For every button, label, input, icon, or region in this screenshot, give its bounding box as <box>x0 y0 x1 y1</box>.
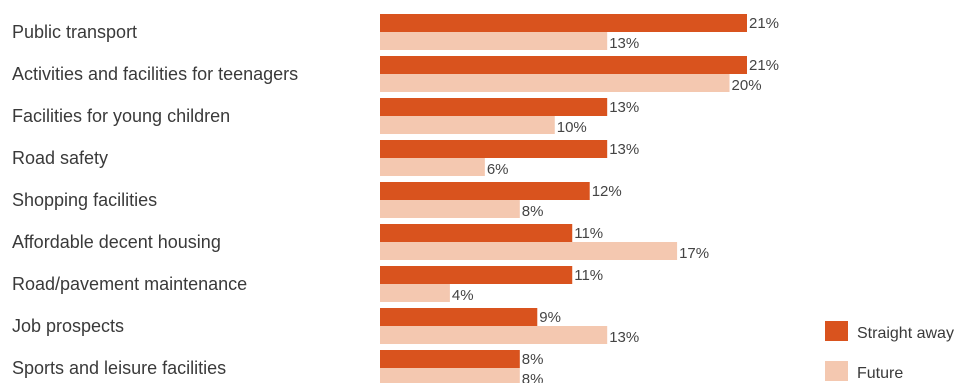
value-label-straight-away-facilities-for-young-children: 13% <box>609 99 639 116</box>
value-label-future-public-transport: 13% <box>609 35 639 52</box>
value-labels: 21% 13% 21% 20% 13% 10% 13% 6% 12% 8% 11% 17% 11% 4% 9… <box>452 15 779 383</box>
legend-swatch-future <box>825 361 848 381</box>
value-label-future-road-safety: 6% <box>487 161 509 178</box>
value-label-future-shopping-facilities: 8% <box>522 203 544 220</box>
bar-future-facilities-for-young-children <box>380 116 555 134</box>
bar-future-road-pavement-maintenance <box>380 284 450 302</box>
bar-future-activities-and-facilities-for-teenagers <box>380 74 730 92</box>
bar-straight-away-public-transport <box>380 14 747 32</box>
category-labels: Public transport Activities and facilitie… <box>12 22 298 378</box>
bar-straight-away-road-safety <box>380 140 608 158</box>
bar-future-shopping-facilities <box>380 200 520 218</box>
value-label-future-activities-and-facilities-for-teenagers: 20% <box>732 77 762 94</box>
value-label-straight-away-public-transport: 21% <box>749 15 779 32</box>
value-label-straight-away-shopping-facilities: 12% <box>592 183 622 200</box>
value-label-future-affordable-decent-housing: 17% <box>679 245 709 262</box>
bar-straight-away-shopping-facilities <box>380 182 590 200</box>
bar-straight-away-affordable-decent-housing <box>380 224 573 242</box>
category-label-shopping-facilities: Shopping facilities <box>12 190 157 210</box>
legend-swatch-straight-away <box>825 321 848 341</box>
value-label-future-road-pavement-maintenance: 4% <box>452 287 474 304</box>
legend-label-straight-away: Straight away <box>857 325 954 342</box>
value-label-straight-away-affordable-decent-housing: 11% <box>574 225 603 242</box>
bar-straight-away-activities-and-facilities-for-teenagers <box>380 56 747 74</box>
value-label-future-facilities-for-young-children: 10% <box>557 119 587 136</box>
category-label-affordable-decent-housing: Affordable decent housing <box>12 232 221 252</box>
bar-straight-away-road-pavement-maintenance <box>380 266 573 284</box>
category-label-activities-and-facilities-for-teenagers: Activities and facilities for teenagers <box>12 64 298 84</box>
legend: Straight away Future <box>825 321 954 382</box>
category-label-road-pavement-maintenance: Road/pavement maintenance <box>12 274 247 294</box>
bar-straight-away-job-prospects <box>380 308 538 326</box>
category-label-facilities-for-young-children: Facilities for young children <box>12 106 230 126</box>
value-label-straight-away-road-safety: 13% <box>609 141 639 158</box>
category-label-road-safety: Road safety <box>12 148 108 168</box>
bar-straight-away-facilities-for-young-children <box>380 98 608 116</box>
value-label-straight-away-road-pavement-maintenance: 11% <box>574 267 603 284</box>
bar-straight-away-sports-and-leisure-facilities <box>380 350 520 368</box>
legend-label-future: Future <box>857 365 903 382</box>
bar-future-affordable-decent-housing <box>380 242 678 260</box>
category-label-sports-and-leisure-facilities: Sports and leisure facilities <box>12 358 226 378</box>
value-label-future-job-prospects: 13% <box>609 329 639 346</box>
bars <box>380 14 747 383</box>
bar-future-job-prospects <box>380 326 608 344</box>
value-label-straight-away-sports-and-leisure-facilities: 8% <box>522 351 544 368</box>
category-label-public-transport: Public transport <box>12 22 137 42</box>
bar-future-public-transport <box>380 32 608 50</box>
bar-future-sports-and-leisure-facilities <box>380 368 520 383</box>
category-label-job-prospects: Job prospects <box>12 316 124 336</box>
value-label-straight-away-activities-and-facilities-for-teenagers: 21% <box>749 57 779 74</box>
value-label-straight-away-job-prospects: 9% <box>539 309 561 326</box>
bar-future-road-safety <box>380 158 485 176</box>
value-label-future-sports-and-leisure-facilities: 8% <box>522 371 544 383</box>
